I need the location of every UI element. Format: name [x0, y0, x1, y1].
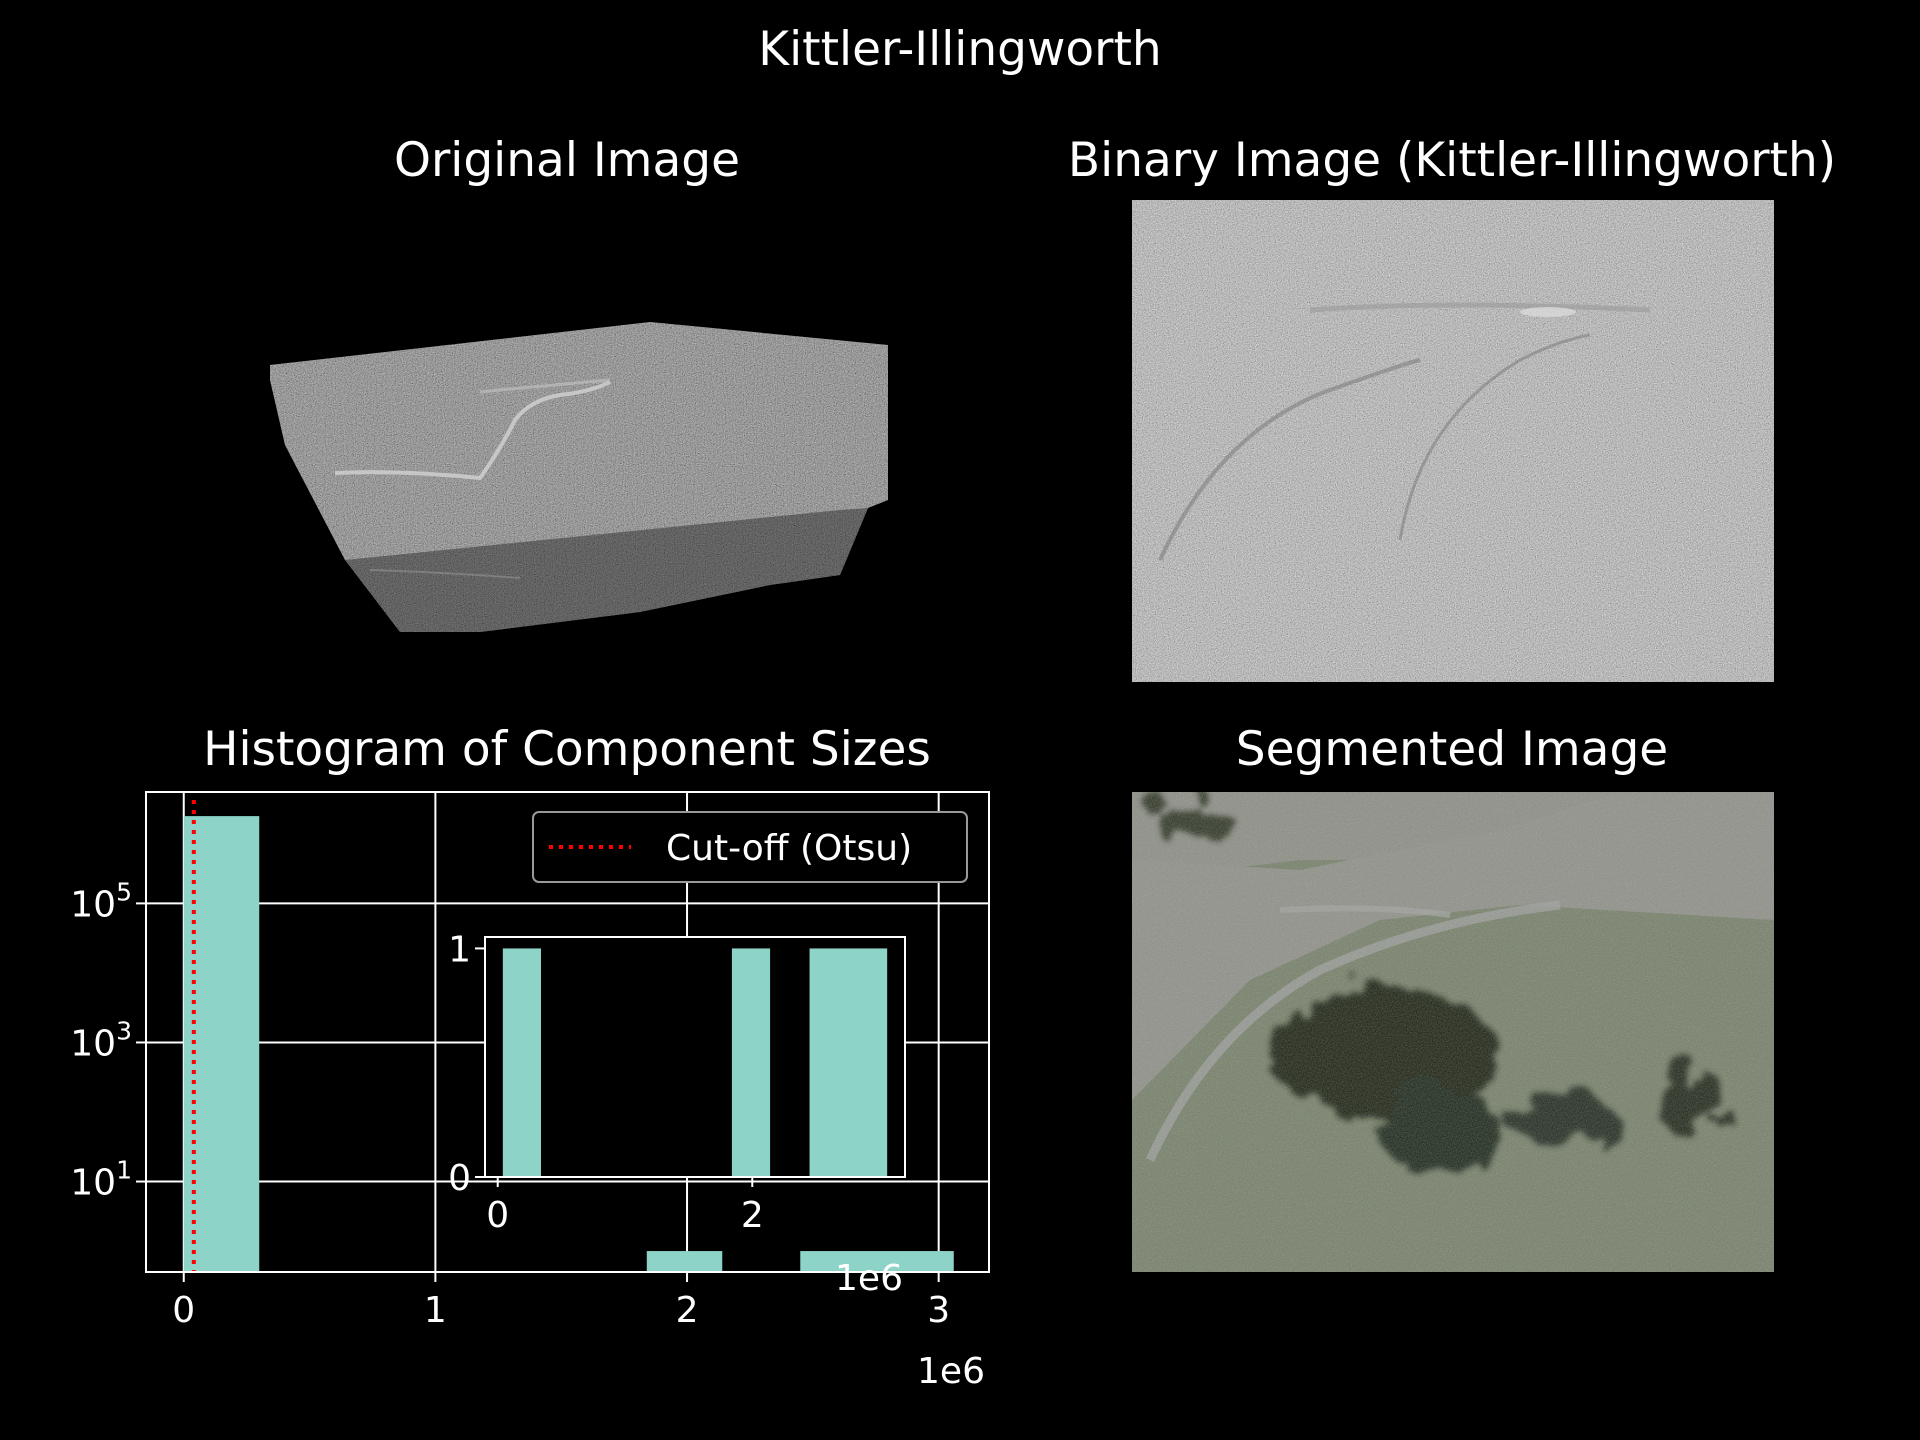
segmented-image-title: Segmented Image	[1235, 722, 1669, 777]
inset-y-tick-label: 0	[448, 1158, 471, 1199]
main-histogram-bars	[183, 816, 954, 1272]
binary-image-title: Binary Image (Kittler-Illingworth)	[1067, 133, 1837, 188]
inset-bar	[809, 948, 888, 1177]
figure-title: Kittler-Illingworth	[758, 22, 1162, 77]
inset-histogram-bars	[502, 948, 888, 1177]
y-tick-label: 103	[70, 1016, 132, 1064]
histogram-bar	[183, 816, 260, 1272]
histogram-bar	[646, 1251, 723, 1272]
histogram-title: Histogram of Component Sizes	[203, 722, 931, 777]
x-tick-label: 0	[172, 1290, 195, 1331]
inset-frame	[484, 936, 906, 1178]
x-tick-label: 1	[424, 1290, 447, 1331]
segmented-image	[1132, 792, 1774, 1272]
legend-box	[532, 811, 968, 883]
y-tick-label: 105	[70, 877, 132, 925]
histogram-axes: 0 1 2 3 101 103 105 1e6 Cut-off (Otsu) 0 2 0 1 1e…	[70, 791, 990, 1392]
x-tick-label: 2	[676, 1290, 699, 1331]
inset-y-tick-label: 1	[448, 929, 471, 970]
x-scale-label: 1e6	[917, 1351, 985, 1392]
inset-histogram-ticks: 0 2 0 1	[448, 929, 764, 1236]
legend-cutoff-label: Cut-off (Otsu)	[666, 828, 912, 869]
inset-x-tick-label: 0	[486, 1195, 509, 1236]
legend: Cut-off (Otsu)	[532, 811, 968, 883]
inset-bar	[502, 948, 541, 1177]
binary-image	[1132, 200, 1774, 682]
x-tick-label: 3	[927, 1290, 950, 1331]
original-image	[270, 322, 888, 632]
y-tick-label: 101	[70, 1156, 132, 1204]
histogram-bar	[800, 1251, 954, 1272]
inset-histogram: 0 2 0 1 1e6	[448, 929, 906, 1299]
original-image-title: Original Image	[393, 133, 741, 188]
inset-x-tick-label: 2	[741, 1195, 764, 1236]
inset-bar	[731, 948, 771, 1177]
inset-x-scale-label: 1e6	[835, 1258, 903, 1299]
histogram-frame	[145, 791, 990, 1273]
